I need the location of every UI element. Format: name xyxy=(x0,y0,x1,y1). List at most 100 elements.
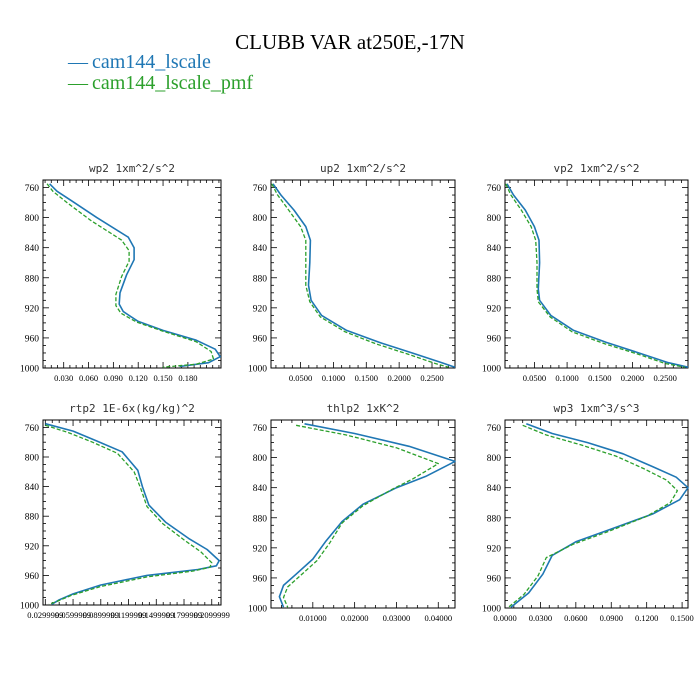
series-line-1 xyxy=(45,422,220,605)
y-tick-label: 800 xyxy=(487,214,502,224)
x-tick-label: 0.090 xyxy=(104,373,123,383)
y-tick-label: 920 xyxy=(253,544,268,554)
legend-item-series-2: — cam144_lscale_pmf xyxy=(68,73,253,94)
panel-title: thlp2 1xK^2 xyxy=(327,402,400,415)
x-tick-label: 0.2500 xyxy=(653,373,676,383)
x-tick-label: 0.2099999 xyxy=(194,610,230,620)
panel-1: wp2 1xm^2/s^2 760 800 840 880 920 960 1000 0.030… xyxy=(20,162,222,383)
x-tick-label: 0.0599999 xyxy=(55,610,91,620)
legend-dash-1: — xyxy=(68,51,88,73)
x-tick-label: 0.0899999 xyxy=(83,610,119,620)
panel-4: rtp2 1E-6x(kg/kg)^2 760 800 840 880 920 960 100… xyxy=(20,402,230,620)
x-tick-label: 0.2000 xyxy=(621,373,644,383)
x-tick-label: 0.02000 xyxy=(341,613,369,623)
series-line-2 xyxy=(282,424,439,608)
panel-3: vp2 1xm^2/s^2 760 800 840 880 920 960 1000 0.050… xyxy=(482,162,689,383)
x-tick-label: 0.120 xyxy=(129,373,148,383)
y-tick-label: 840 xyxy=(25,483,40,493)
y-tick-label: 1000 xyxy=(248,365,267,375)
x-tick-label: 0.0900 xyxy=(600,613,623,623)
y-tick-label: 800 xyxy=(25,454,40,464)
x-tick-label: 0.030 xyxy=(54,373,73,383)
x-tick-label: 0.1500 xyxy=(355,373,378,383)
x-tick-label: 0.1499999 xyxy=(138,610,174,620)
series-line-2 xyxy=(508,424,679,608)
series-line-1 xyxy=(510,423,689,608)
x-tick-label: 0.1799999 xyxy=(166,610,202,620)
y-tick-label: 920 xyxy=(25,542,40,552)
y-tick-label: 920 xyxy=(253,304,268,314)
x-tick-label: 0.1000 xyxy=(555,373,578,383)
x-tick-label: 0.1000 xyxy=(322,373,345,383)
y-tick-label: 800 xyxy=(253,214,268,224)
y-tick-label: 760 xyxy=(487,424,502,434)
panel-title: wp2 1xm^2/s^2 xyxy=(89,162,175,175)
x-tick-label: 0.1500 xyxy=(670,613,693,623)
legend-label-2: cam144_lscale_pmf xyxy=(92,72,254,94)
x-tick-label: 0.0299999 xyxy=(27,610,63,620)
series-line-2 xyxy=(46,183,215,368)
series-line-2 xyxy=(505,183,685,368)
y-tick-label: 960 xyxy=(253,574,268,584)
y-tick-label: 920 xyxy=(487,544,502,554)
x-tick-label: 0.0500 xyxy=(523,373,546,383)
series-line-2 xyxy=(45,424,213,605)
x-tick-label: 0.0000 xyxy=(493,613,516,623)
y-tick-label: 840 xyxy=(253,484,268,494)
legend-item-series-1: — cam144_lscale xyxy=(68,52,253,73)
y-tick-label: 840 xyxy=(487,244,502,254)
y-tick-label: 960 xyxy=(487,334,502,344)
panel-6: wp3 1xm^3/s^3 760 800 840 880 920 960 10000.000… xyxy=(482,402,694,623)
y-tick-label: 760 xyxy=(25,184,40,194)
legend-label-1: cam144_lscale xyxy=(92,51,211,73)
x-tick-label: 0.04000 xyxy=(424,613,452,623)
panel-title: wp3 1xm^3/s^3 xyxy=(553,402,639,415)
y-tick-label: 800 xyxy=(25,214,40,224)
plot-frame xyxy=(270,419,456,609)
y-tick-label: 1000 xyxy=(20,602,39,612)
y-tick-label: 960 xyxy=(487,574,502,584)
panel-2: up2 1xm^2/s^2 760 800 840 880 920 960 1000 0.050… xyxy=(248,162,456,383)
x-tick-label: 0.0500 xyxy=(289,373,312,383)
y-tick-label: 760 xyxy=(487,184,502,194)
legend: — cam144_lscale — cam144_lscale_pmf xyxy=(68,52,253,94)
y-tick-label: 960 xyxy=(25,334,40,344)
y-tick-label: 1000 xyxy=(482,605,501,615)
series-line-1 xyxy=(506,183,689,368)
y-tick-label: 760 xyxy=(25,424,40,434)
x-tick-label: 0.150 xyxy=(153,373,172,383)
y-tick-label: 840 xyxy=(487,484,502,494)
x-tick-label: 0.060 xyxy=(79,373,98,383)
x-tick-label: 0.0600 xyxy=(564,613,587,623)
y-tick-label: 880 xyxy=(253,514,268,524)
x-tick-label: 0.180 xyxy=(178,373,197,383)
plot-frame xyxy=(42,419,222,606)
y-tick-label: 880 xyxy=(487,274,502,284)
y-tick-label: 760 xyxy=(253,184,268,194)
y-tick-label: 1000 xyxy=(248,605,267,615)
y-tick-label: 880 xyxy=(487,514,502,524)
x-tick-label: 0.1199999 xyxy=(111,610,147,620)
x-tick-label: 0.1200 xyxy=(635,613,658,623)
series-line-1 xyxy=(49,183,221,368)
y-tick-label: 840 xyxy=(253,244,268,254)
x-tick-label: 0.2500 xyxy=(420,373,443,383)
panel-title: rtp2 1E-6x(kg/kg)^2 xyxy=(69,402,195,415)
x-tick-label: 0.2000 xyxy=(387,373,410,383)
y-tick-label: 920 xyxy=(487,304,502,314)
series-line-1 xyxy=(278,423,456,608)
series-line-2 xyxy=(271,183,449,368)
series-line-1 xyxy=(272,183,456,368)
plot-frame xyxy=(504,419,689,609)
y-tick-label: 760 xyxy=(253,424,268,434)
legend-dash-2: — xyxy=(68,72,88,94)
panel-5: thlp2 1xK^2 760 800 840 880 920 960 1000 0.01000… xyxy=(248,402,456,623)
y-tick-label: 880 xyxy=(253,274,268,284)
x-tick-label: 0.0300 xyxy=(529,613,552,623)
y-tick-label: 840 xyxy=(25,244,40,254)
panel-title: vp2 1xm^2/s^2 xyxy=(553,162,639,175)
y-tick-label: 880 xyxy=(25,513,40,523)
y-tick-label: 800 xyxy=(487,454,502,464)
plot-frame xyxy=(270,179,456,369)
